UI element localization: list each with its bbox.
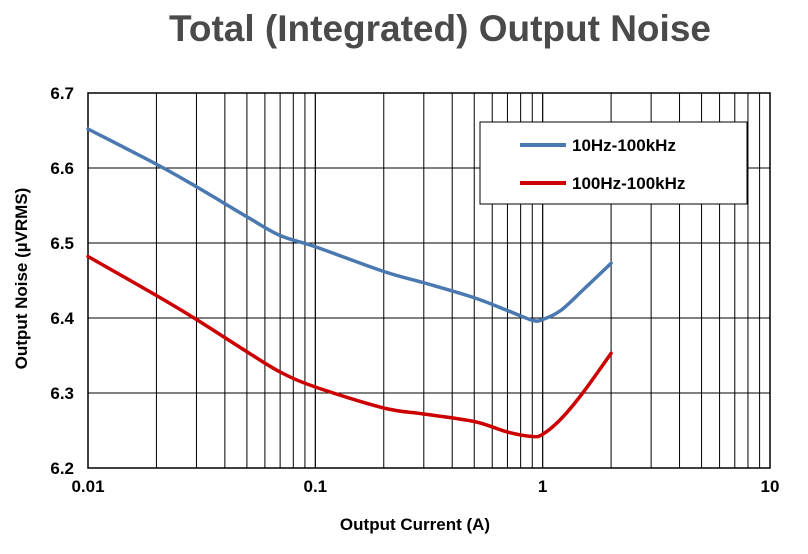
y-tick-label: 6.5 <box>50 234 74 253</box>
y-tick-label: 6.7 <box>50 84 74 103</box>
y-axis-label: Output Noise (µVRMS) <box>12 188 31 370</box>
y-tick-label: 6.6 <box>50 159 74 178</box>
series-line-1 <box>86 254 613 439</box>
y-tick-label: 6.3 <box>50 384 74 403</box>
y-tick-label: 6.4 <box>50 309 74 328</box>
legend-label-100hz: 100Hz-100kHz <box>572 174 685 193</box>
legend: 10Hz-100kHz 100Hz-100kHz <box>479 121 748 205</box>
x-tick-label: 0.1 <box>304 477 328 496</box>
legend-box <box>479 121 748 205</box>
x-tick-label: 1 <box>538 477 547 496</box>
tick-labels: 0.01 0.1 1 10 6.2 6.3 6.4 6.5 6.6 6.7 <box>50 84 779 496</box>
series-layer <box>86 127 613 439</box>
x-tick-label: 10 <box>761 477 780 496</box>
plot-frame <box>87 92 771 469</box>
chart-title: Total (Integrated) Output Noise <box>169 8 711 49</box>
series-line-0 <box>86 127 613 323</box>
x-axis-label: Output Current (A) <box>340 515 490 534</box>
legend-label-10hz: 10Hz-100kHz <box>572 136 676 155</box>
x-tick-label: 0.01 <box>71 477 104 496</box>
y-tick-label: 6.2 <box>50 459 74 478</box>
